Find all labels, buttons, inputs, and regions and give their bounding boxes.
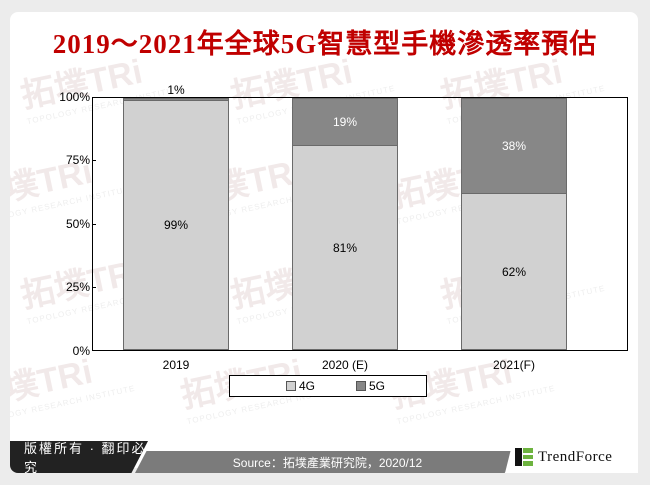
bar-2020: 81% 19% (292, 98, 398, 350)
bar-segment-5g: 19% (292, 98, 398, 146)
data-label: 38% (501, 139, 527, 153)
x-tick-label: 2020 (E) (321, 358, 369, 372)
source-note: Source：拓墣產業研究院，2020/12 (135, 451, 520, 473)
y-tick-mark (92, 287, 96, 288)
bar-2019: 99% (123, 98, 229, 350)
x-tick-label: 2019 (162, 358, 190, 372)
bar-segment-4g: 81% (292, 145, 398, 350)
chart-legend: 4G 5G (229, 375, 427, 397)
bar-segment-5g (123, 98, 229, 101)
x-tick-label: 2021(F) (492, 358, 536, 372)
y-tick-label: 75% (65, 153, 90, 167)
y-tick-label: 0% (72, 344, 90, 358)
data-label: 99% (163, 218, 189, 232)
y-tick-label: 25% (65, 280, 90, 294)
trendforce-logo-icon (515, 448, 533, 466)
y-tick-label: 50% (65, 217, 90, 231)
brand-name: TrendForce (538, 448, 613, 465)
legend-item-4g: 4G (286, 379, 315, 393)
y-tick-mark (92, 224, 96, 225)
bar-segment-4g: 99% (123, 100, 229, 350)
trendforce-logo: TrendForce (505, 441, 638, 473)
bar-segment-5g: 38% (461, 98, 567, 194)
legend-swatch-icon (286, 381, 296, 391)
data-label: 62% (501, 264, 527, 279)
y-tick-mark (92, 160, 96, 161)
plot-area: 99% 81% 19% 62% 38% (92, 97, 628, 351)
bar-2021: 62% 38% (461, 98, 567, 350)
legend-swatch-icon (356, 381, 366, 391)
data-label: 1% (167, 83, 185, 97)
legend-label: 5G (369, 379, 386, 393)
legend-label: 4G (299, 379, 316, 393)
page-title: 2019～2021年全球5G智慧型手機滲透率預估 (52, 29, 598, 59)
y-tick-label: 100% (59, 90, 90, 104)
copyright-notice: 版權所有 · 翻印必究 (10, 441, 148, 473)
bar-segment-4g: 62% (461, 193, 567, 350)
data-label: 81% (332, 240, 358, 255)
data-label: 19% (332, 115, 358, 129)
legend-item-5g: 5G (356, 379, 385, 393)
